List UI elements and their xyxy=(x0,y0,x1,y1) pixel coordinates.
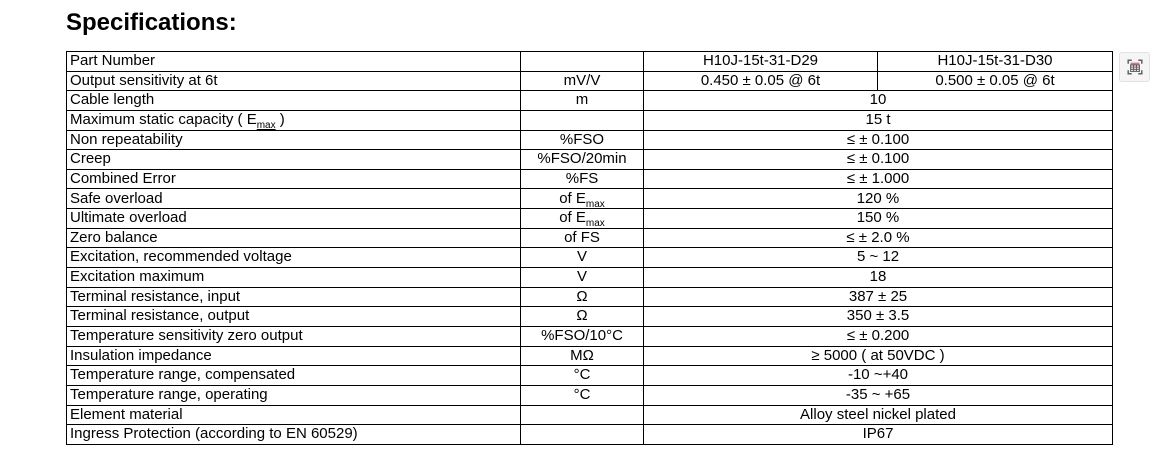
table-row: Non repeatability %FSO ≤ ± 0.100 xyxy=(66,129,1113,151)
spec-unit: mV/V xyxy=(520,70,644,92)
spec-unit: MΩ xyxy=(520,345,644,367)
spec-label: Output sensitivity at 6t xyxy=(66,70,521,92)
spec-label: Excitation, recommended voltage xyxy=(66,247,521,269)
spec-label: Insulation impedance xyxy=(66,345,521,367)
table-row: Temperature range, operating °C -35 ~ +65 xyxy=(66,384,1113,406)
spec-unit: °C xyxy=(520,365,644,386)
spec-value: 18 xyxy=(643,267,1113,288)
spec-value: -35 ~ +65 xyxy=(643,384,1113,406)
table-row: Excitation maximum V 18 xyxy=(66,267,1113,288)
spec-unit: V xyxy=(520,267,644,288)
spec-unit: %FSO/20min xyxy=(520,149,644,170)
specifications-table-body: Part Number H10J-15t-31-D29 H10J-15t-31-D3… xyxy=(66,51,1113,445)
spec-label: Zero balance xyxy=(66,227,521,249)
table-row: Zero balance of FS ≤ ± 2.0 % xyxy=(66,227,1113,249)
spec-unit: °C xyxy=(520,384,644,406)
spec-label: Temperature range, compensated xyxy=(66,365,521,386)
table-row: Output sensitivity at 6t mV/V 0.450 ± 0.05… xyxy=(66,70,1113,92)
page-title: Specifications: xyxy=(66,9,237,36)
spec-unit: of Emax xyxy=(520,208,644,229)
spec-value: 10 xyxy=(643,90,1113,111)
spec-unit xyxy=(520,404,644,426)
spec-value: H10J-15t-31-D29 xyxy=(643,51,878,72)
spec-unit: Ω xyxy=(520,286,644,308)
table-row: Temperature sensitivity zero output %FSO/… xyxy=(66,325,1113,347)
spec-unit: V xyxy=(520,247,644,269)
spec-value: 150 % xyxy=(643,208,1113,229)
table-row: Terminal resistance, output Ω 350 ± 3.5 xyxy=(66,306,1113,327)
table-row: Insulation impedance MΩ ≥ 5000 ( at 50VDC … xyxy=(66,345,1113,367)
spec-value: Alloy steel nickel plated xyxy=(643,404,1113,426)
spec-value: 387 ± 25 xyxy=(643,286,1113,308)
table-row: Terminal resistance, input Ω 387 ± 25 xyxy=(66,286,1113,308)
spec-value: ≤ ± 0.100 xyxy=(643,149,1113,170)
spec-unit: m xyxy=(520,90,644,111)
table-capture-icon xyxy=(1126,59,1143,75)
specifications-table: Part Number H10J-15t-31-D29 H10J-15t-31-D3… xyxy=(66,51,1113,445)
table-row: Safe overload of Emax 120 % xyxy=(66,188,1113,210)
spec-label: Part Number xyxy=(66,51,521,72)
table-row: Ingress Protection (according to EN 6052… xyxy=(66,424,1113,445)
spec-label: Temperature range, operating xyxy=(66,384,521,406)
spec-unit: %FSO/10°C xyxy=(520,325,644,347)
spec-unit: Ω xyxy=(520,306,644,327)
table-row: Combined Error %FS ≤ ± 1.000 xyxy=(66,168,1113,190)
spec-label: Cable length xyxy=(66,90,521,111)
spec-value: IP67 xyxy=(643,424,1113,445)
spec-value: ≤ ± 1.000 xyxy=(643,168,1113,190)
spec-label: Safe overload xyxy=(66,188,521,210)
spec-unit: %FS xyxy=(520,168,644,190)
spec-value: 0.450 ± 0.05 @ 6t xyxy=(643,70,878,92)
spec-unit xyxy=(520,109,644,131)
spec-unit xyxy=(520,51,644,72)
spec-value: ≤ ± 0.100 xyxy=(643,129,1113,151)
table-row: Ultimate overload of Emax 150 % xyxy=(66,208,1113,229)
spec-value: 350 ± 3.5 xyxy=(643,306,1113,327)
table-row: Temperature range, compensated °C -10 ~+40 xyxy=(66,365,1113,386)
table-row: Excitation, recommended voltage V 5 ~ 12 xyxy=(66,247,1113,269)
spec-value: 15 t xyxy=(643,109,1113,131)
table-capture-button[interactable] xyxy=(1119,52,1150,82)
spec-label: Ultimate overload xyxy=(66,208,521,229)
spec-value: ≤ ± 0.200 xyxy=(643,325,1113,347)
spec-value: 120 % xyxy=(643,188,1113,210)
spec-unit: of FS xyxy=(520,227,644,249)
table-row: Cable length m 10 xyxy=(66,90,1113,111)
spec-unit: %FSO xyxy=(520,129,644,151)
spec-label: Creep xyxy=(66,149,521,170)
spec-label: Terminal resistance, output xyxy=(66,306,521,327)
spec-value: ≥ 5000 ( at 50VDC ) xyxy=(643,345,1113,367)
spec-value: 5 ~ 12 xyxy=(643,247,1113,269)
table-row: Element material Alloy steel nickel plate… xyxy=(66,404,1113,426)
table-row: Part Number H10J-15t-31-D29 H10J-15t-31-D3… xyxy=(66,51,1113,72)
spec-label: Non repeatability xyxy=(66,129,521,151)
spec-unit: of Emax xyxy=(520,188,644,210)
spec-label: Combined Error xyxy=(66,168,521,190)
spec-value: H10J-15t-31-D30 xyxy=(877,51,1113,72)
spec-label: Ingress Protection (according to EN 6052… xyxy=(66,424,521,445)
spec-label: Terminal resistance, input xyxy=(66,286,521,308)
spec-value: 0.500 ± 0.05 @ 6t xyxy=(877,70,1113,92)
spec-unit xyxy=(520,424,644,445)
spec-label: Temperature sensitivity zero output xyxy=(66,325,521,347)
table-row: Maximum static capacity ( Emax ) 15 t xyxy=(66,109,1113,131)
table-row: Creep %FSO/20min ≤ ± 0.100 xyxy=(66,149,1113,170)
spec-label: Element material xyxy=(66,404,521,426)
spec-value: ≤ ± 2.0 % xyxy=(643,227,1113,249)
spec-label: Excitation maximum xyxy=(66,267,521,288)
spec-label: Maximum static capacity ( Emax ) xyxy=(66,109,521,131)
spec-value: -10 ~+40 xyxy=(643,365,1113,386)
